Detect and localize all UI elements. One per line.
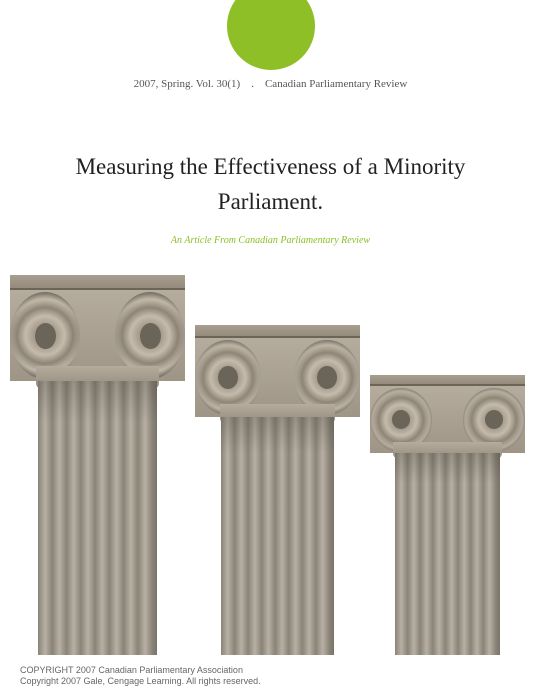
capital-volutes [370, 386, 525, 453]
copyright-line-2: Copyright 2007 Gale, Cengage Learning. A… [20, 676, 261, 688]
document-page: 2007, Spring. Vol. 30(1) . Canadian Parl… [0, 0, 541, 700]
header-separator: . [251, 78, 254, 90]
column-capital [10, 275, 185, 381]
accent-circle [227, 0, 315, 70]
capital-abacus [195, 325, 360, 338]
column-capital [195, 325, 360, 417]
column-shaft [221, 417, 333, 655]
capital-volutes [10, 290, 185, 381]
copyright-line-1: COPYRIGHT 2007 Canadian Parliamentary As… [20, 665, 261, 677]
ionic-column-3 [370, 375, 525, 655]
article-title: Measuring the Effectiveness of a Minorit… [0, 150, 541, 219]
title-line-2: Parliament. [218, 189, 323, 214]
capital-abacus [370, 375, 525, 386]
ionic-column-2 [195, 325, 360, 655]
column-shaft [38, 381, 157, 655]
column-shaft [395, 453, 500, 655]
copyright-block: COPYRIGHT 2007 Canadian Parliamentary As… [20, 665, 261, 688]
title-line-1: Measuring the Effectiveness of a Minorit… [76, 154, 466, 179]
publication-name: Canadian Parliamentary Review [265, 78, 407, 90]
capital-volutes [195, 338, 360, 417]
article-subtitle: An Article From Canadian Parliamentary R… [0, 235, 541, 246]
header-metadata: 2007, Spring. Vol. 30(1) . Canadian Parl… [0, 78, 541, 90]
column-capital [370, 375, 525, 453]
ionic-column-1 [10, 275, 185, 655]
columns-illustration [0, 255, 541, 655]
issue-info: 2007, Spring. Vol. 30(1) [134, 78, 241, 90]
capital-abacus [10, 275, 185, 290]
